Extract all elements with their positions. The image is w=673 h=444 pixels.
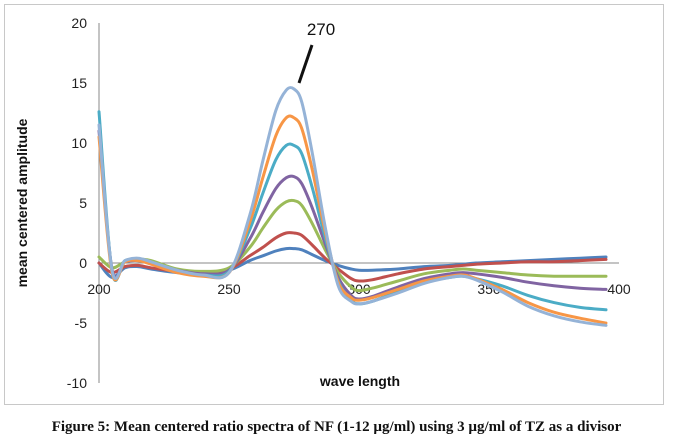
x-axis-title: wave length <box>319 373 400 389</box>
y-axis-title: mean centered amplitude <box>14 118 30 287</box>
series-line-3 <box>97 198 608 293</box>
x-tick-label: 400 <box>607 281 631 297</box>
x-tick-label: 300 <box>347 281 371 297</box>
y-tick-label: 10 <box>71 135 87 151</box>
y-tick-label: 5 <box>79 195 87 211</box>
x-tick-label: 250 <box>217 281 241 297</box>
figure-caption: Figure 5: Mean centered ratio spectra of… <box>51 419 622 435</box>
y-tick-label: 15 <box>71 75 87 91</box>
y-tick-label: -10 <box>67 375 87 391</box>
series-layer <box>97 86 608 327</box>
x-tick-label: 200 <box>87 281 111 297</box>
peak-annotation-pointer <box>297 44 314 84</box>
label-layer: mean centered amplitude wave length 270 <box>14 20 400 389</box>
series-line-7 <box>97 86 608 327</box>
y-tick-label: -5 <box>75 315 88 331</box>
peak-annotation-label: 270 <box>307 20 335 39</box>
y-tick-label: 20 <box>71 15 87 31</box>
chart-frame: -10 -5 0 5 10 15 20 200 250 300 350 400 mean center… <box>4 4 664 405</box>
y-tick-label: 0 <box>79 255 87 271</box>
